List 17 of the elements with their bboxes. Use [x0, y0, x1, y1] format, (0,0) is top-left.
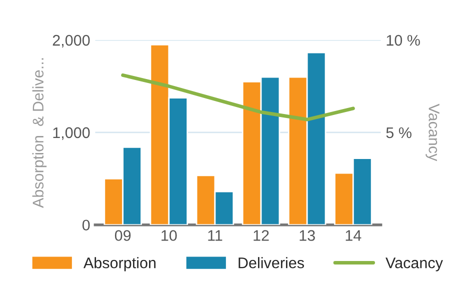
x-tick-label: 14	[346, 230, 362, 241]
y2-tick-label: 10 %	[386, 34, 420, 46]
x-tick-label: 09	[114, 230, 131, 241]
y2-tick-label: 5 %	[386, 127, 412, 138]
x-tick-label: 13	[300, 230, 315, 241]
x-tick-label: 10	[162, 230, 177, 241]
y-tick-label: 2,000	[52, 34, 90, 48]
line-series	[121, 73, 355, 122]
legend-label: Vacancy	[386, 258, 443, 272]
x-tick-label: 12	[254, 230, 269, 241]
y2-axis-title: Vacancy	[426, 104, 440, 162]
legend-label: Absorption	[83, 257, 156, 272]
legend-label: Deliveries	[238, 257, 304, 268]
x-tick-label: 11	[208, 230, 222, 241]
y-axis-title: Absorption & Delive...	[32, 58, 47, 208]
y-tick-label: 1,000	[53, 127, 90, 140]
y-tick-label: 0	[82, 220, 90, 231]
